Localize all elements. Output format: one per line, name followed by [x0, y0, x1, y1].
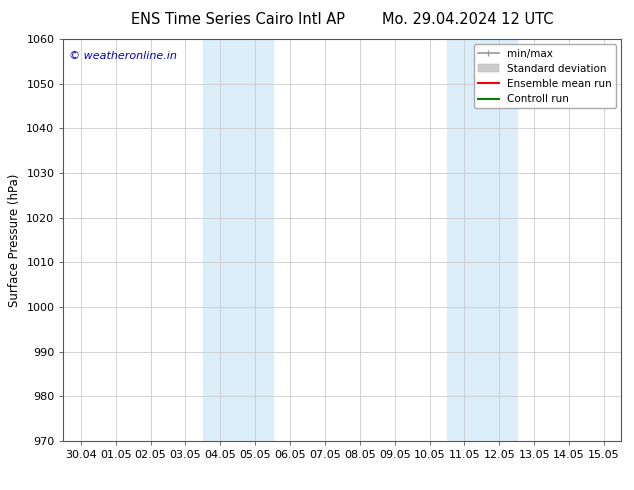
Bar: [203, 39, 273, 441]
Bar: [447, 39, 517, 441]
Legend: min/max, Standard deviation, Ensemble mean run, Controll run: min/max, Standard deviation, Ensemble me…: [474, 45, 616, 108]
Text: ENS Time Series Cairo Intl AP        Mo. 29.04.2024 12 UTC: ENS Time Series Cairo Intl AP Mo. 29.04.…: [131, 12, 553, 27]
Text: © weatheronline.in: © weatheronline.in: [69, 51, 177, 61]
Y-axis label: Surface Pressure (hPa): Surface Pressure (hPa): [8, 173, 21, 307]
